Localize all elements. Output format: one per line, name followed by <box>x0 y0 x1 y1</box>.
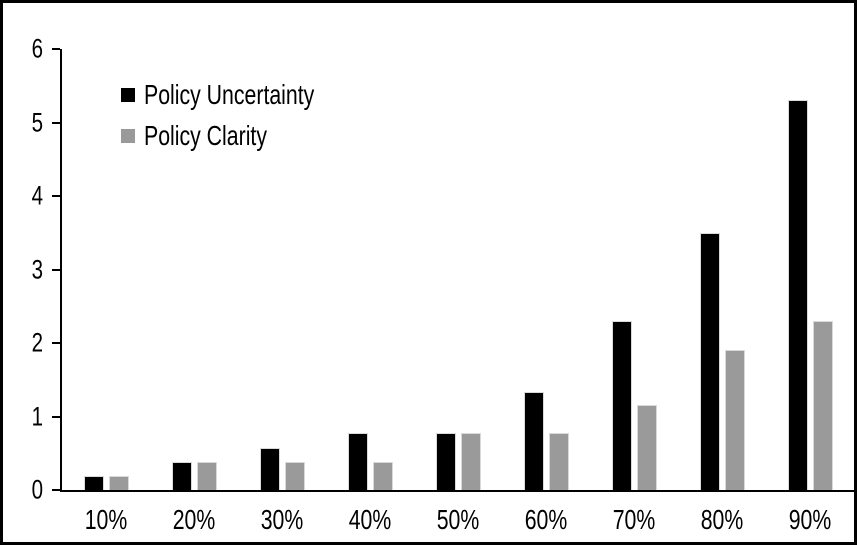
x-tick-label-90-: 90% <box>788 504 832 535</box>
bar-policy-uncertainty-30- <box>259 448 280 490</box>
bar-policy-clarity-20- <box>196 462 217 490</box>
y-tick-label: 6 <box>31 33 43 64</box>
bar-policy-clarity-40- <box>372 462 393 490</box>
bar-group-30- <box>238 49 326 490</box>
legend-swatch-policy-clarity <box>121 129 135 143</box>
bar-group-80- <box>678 49 766 490</box>
bar-group-70- <box>590 49 678 490</box>
legend-item-policy-uncertainty: Policy Uncertainty <box>121 81 368 109</box>
bar-policy-uncertainty-60- <box>523 392 544 490</box>
legend-item-policy-clarity: Policy Clarity <box>121 122 368 150</box>
y-tick-label: 5 <box>31 107 43 137</box>
bar-policy-uncertainty-20- <box>171 462 192 490</box>
bar-policy-uncertainty-70- <box>611 321 632 490</box>
legend: Policy Uncertainty Policy Clarity <box>121 81 368 150</box>
y-tick <box>52 342 60 344</box>
x-tick-label-70-: 70% <box>612 504 656 535</box>
y-tick <box>52 489 60 491</box>
y-tick <box>52 121 60 124</box>
bar-policy-clarity-70- <box>636 405 657 490</box>
bar-policy-uncertainty-90- <box>787 100 808 490</box>
bar-policy-clarity-50- <box>460 433 481 490</box>
y-tick-label: 2 <box>31 327 43 358</box>
y-axis-line <box>60 49 62 492</box>
x-tick-label-50-: 50% <box>436 504 480 535</box>
bar-policy-uncertainty-10- <box>83 476 104 490</box>
x-tick-label-30-: 30% <box>260 504 304 535</box>
bar-group-50- <box>414 49 502 490</box>
legend-label-policy-clarity: Policy Clarity <box>144 120 267 151</box>
y-tick-label: 3 <box>31 254 43 284</box>
bar-group-40- <box>326 49 414 490</box>
bar-policy-clarity-10- <box>108 476 129 490</box>
bar-policy-clarity-60- <box>548 433 569 490</box>
bar-policy-clarity-90- <box>812 321 833 490</box>
bar-group-20- <box>150 49 238 490</box>
y-tick-label: 4 <box>31 180 43 211</box>
bar-policy-clarity-30- <box>284 462 305 490</box>
y-tick <box>52 48 60 50</box>
bar-policy-uncertainty-80- <box>699 233 720 490</box>
bar-group-60- <box>502 49 590 490</box>
bar-policy-uncertainty-50- <box>435 433 456 490</box>
bar-group-90- <box>766 49 854 490</box>
x-tick-label-60-: 60% <box>524 504 568 535</box>
legend-label-policy-uncertainty: Policy Uncertainty <box>144 79 315 110</box>
plot-area <box>62 49 854 490</box>
y-tick-label: 1 <box>31 401 43 431</box>
legend-swatch-policy-uncertainty <box>121 88 135 102</box>
x-tick-label-10-: 10% <box>84 504 128 535</box>
y-tick <box>52 195 60 197</box>
x-axis-line <box>60 490 854 492</box>
x-tick-label-40-: 40% <box>348 504 392 535</box>
y-tick <box>52 415 60 418</box>
bar-group-10- <box>62 49 150 490</box>
y-tick-label: 0 <box>31 474 43 505</box>
x-tick-label-80-: 80% <box>700 504 744 535</box>
x-tick-label-20-: 20% <box>172 504 216 535</box>
x-axis-labels: 10% 20% 30% 40% 50% 60% 70% 80% 90% <box>62 504 854 536</box>
bar-policy-clarity-80- <box>724 350 745 490</box>
y-tick <box>52 268 60 271</box>
bar-policy-uncertainty-40- <box>347 433 368 490</box>
